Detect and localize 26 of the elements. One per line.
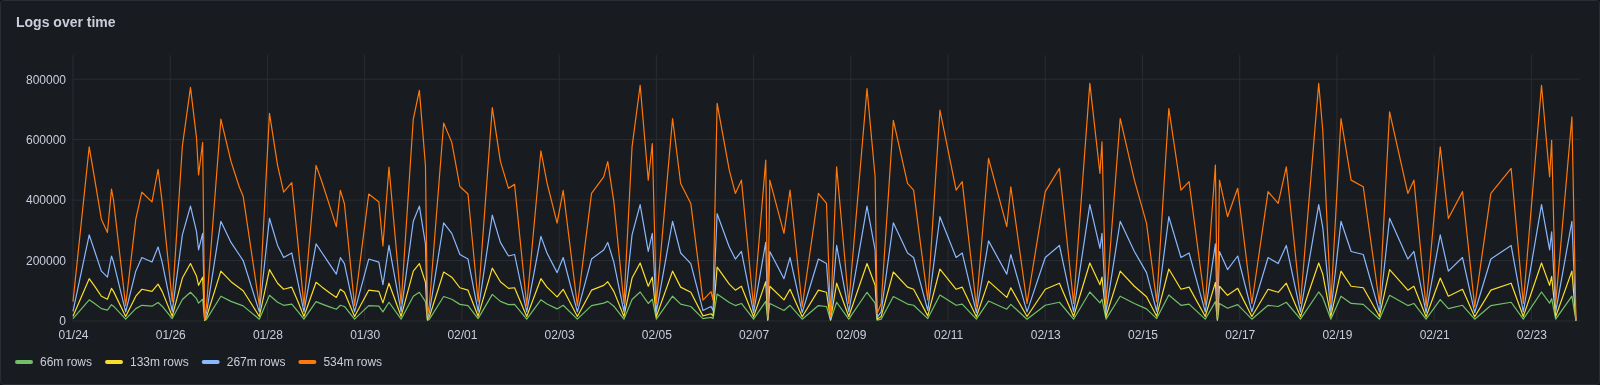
x-tick-label: 02/11 (933, 327, 964, 342)
x-tick-label: 02/23 (1516, 327, 1548, 342)
x-tick-label: 02/15 (1127, 327, 1159, 342)
legend-label: 66m rows (40, 355, 93, 369)
x-tick-label: 01/26 (155, 327, 187, 342)
y-tick-label: 400000 (25, 193, 67, 208)
legend-label: 534m rows (323, 355, 383, 369)
x-tick-label: 01/28 (252, 327, 284, 342)
y-tick-label: 0 (59, 314, 67, 329)
x-tick-label: 02/01 (447, 327, 478, 342)
x-tick-label: 02/03 (544, 327, 575, 342)
legend-label: 133m rows (130, 355, 189, 369)
chart-title: Logs over time (16, 14, 116, 30)
x-tick-label: 02/05 (641, 327, 673, 342)
x-tick-label: 02/07 (739, 327, 770, 342)
y-tick-label: 200000 (25, 253, 67, 268)
x-tick-label: 01/30 (350, 327, 381, 342)
x-tick-label: 02/13 (1030, 327, 1062, 342)
legend-label: 267m rows (226, 355, 286, 369)
y-tick-label: 800000 (25, 72, 67, 87)
x-tick-label: 02/09 (836, 327, 867, 342)
y-tick-label: 600000 (25, 132, 67, 147)
x-tick-label: 02/19 (1322, 327, 1353, 342)
x-tick-label: 02/21 (1419, 327, 1450, 342)
x-tick-label: 01/24 (58, 327, 89, 342)
x-tick-label: 02/17 (1225, 327, 1256, 342)
